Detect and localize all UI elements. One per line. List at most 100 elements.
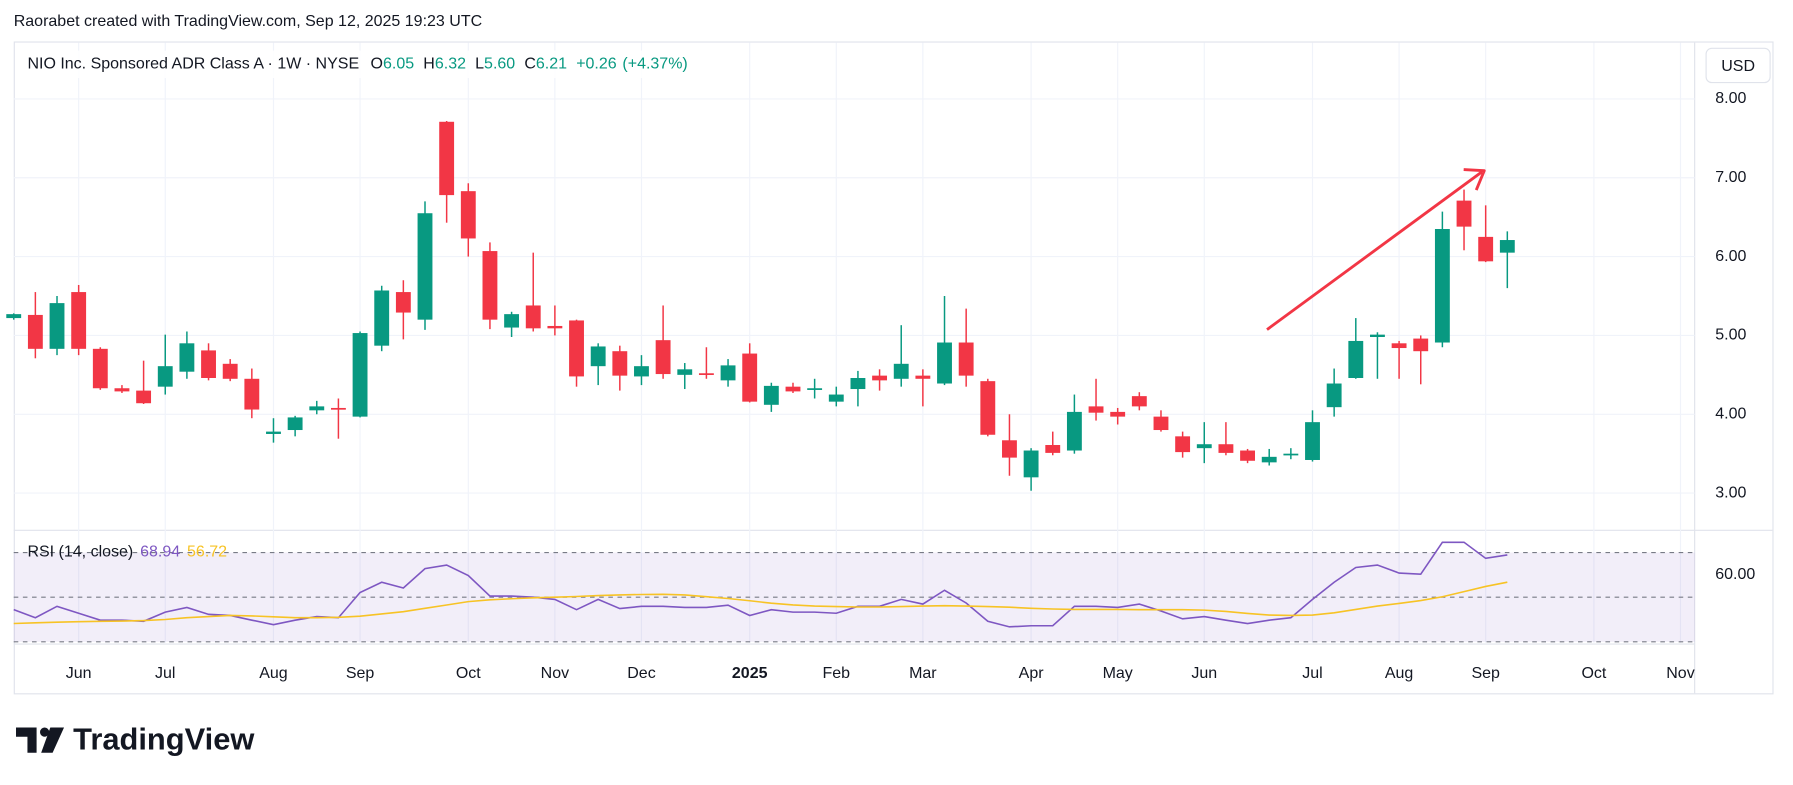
legend-bg (18, 50, 744, 79)
candle-body (1261, 456, 1277, 463)
candle-body (439, 121, 455, 196)
ohlc-value: 6.32 (435, 56, 466, 73)
candle-body (872, 375, 888, 381)
candle-body (958, 342, 974, 376)
candle-body (1370, 334, 1385, 338)
candle-body (352, 333, 368, 417)
candle-body (634, 366, 649, 377)
y-tick-label: 4.00 (1715, 405, 1746, 422)
candle-body (1196, 444, 1212, 449)
candle-body (915, 375, 931, 379)
candle-body (698, 373, 714, 375)
rsi-name: RSI (14, close) (27, 544, 133, 561)
candle-body (1283, 453, 1299, 456)
candle-body (374, 290, 390, 346)
candle-body (504, 314, 520, 328)
candle-body (1305, 422, 1320, 460)
arrow-head (1463, 168, 1486, 191)
candle-body (1456, 200, 1472, 227)
x-tick-label: Jun (66, 665, 92, 682)
candle-body (179, 343, 195, 372)
candle-body (1002, 440, 1017, 458)
candle-body (1413, 338, 1429, 352)
candle-body (27, 314, 43, 349)
y-tick-label: 8.00 (1715, 90, 1746, 107)
arrow-annotation (1266, 168, 1486, 331)
logo-dot (40, 727, 50, 737)
logo: TradingView (16, 721, 255, 756)
candle-body (720, 365, 736, 381)
candle-body (287, 417, 303, 431)
candle-body (677, 369, 693, 375)
x-tick-label: Oct (456, 665, 481, 682)
candle-body (49, 303, 65, 349)
arrow-line (1266, 170, 1483, 331)
candle-body (330, 407, 346, 410)
currency[interactable]: USD (1721, 58, 1755, 75)
ohlc-value: 6.05 (383, 56, 414, 73)
candle-body (893, 363, 909, 379)
candle-body (763, 385, 779, 405)
rsi-value: 68.94 (140, 544, 180, 561)
x-tick-label: Aug (1385, 665, 1413, 682)
y-tick-label: 5.00 (1715, 327, 1746, 344)
candle-body (569, 320, 584, 377)
candle-body (157, 366, 173, 387)
ohlc: O6.05 H6.32 L5.60 C6.21 +0.26 (+4.37%) (371, 56, 688, 73)
x-tick-label: Jul (1302, 665, 1322, 682)
candle-body (309, 406, 325, 411)
candle-body (807, 388, 823, 390)
y-tick-label: 60.00 (1715, 566, 1755, 583)
x-tick-label: Feb (822, 665, 850, 682)
candle-body (136, 390, 152, 404)
ohlc-key: L (475, 56, 484, 73)
x-tick-label: 2025 (732, 665, 768, 682)
x-tick-label: Apr (1019, 665, 1045, 682)
x-tick-label: Dec (627, 665, 655, 682)
rsi-legend: RSI (14, close) 68.94 56.72 (27, 544, 227, 561)
y-tick-label: 6.00 (1715, 248, 1746, 265)
x-tick-label: Nov (541, 665, 569, 682)
candle-body (1499, 240, 1515, 253)
candle-body (114, 388, 130, 392)
candle-body (1023, 450, 1039, 478)
candle-body (1066, 411, 1082, 451)
candle-body (525, 305, 541, 329)
currency-button[interactable] (1705, 47, 1771, 84)
x-tick-label: May (1103, 665, 1133, 682)
candle-body (92, 348, 108, 389)
candle-body (266, 431, 281, 434)
x-tick-label: Mar (909, 665, 937, 682)
x-tick-label: Sep (346, 665, 375, 682)
candle-body (655, 340, 671, 375)
candle-body (222, 363, 238, 379)
ohlc-value: 5.60 (484, 56, 515, 73)
candle-body (1153, 416, 1169, 431)
candle-body (850, 377, 866, 390)
x-tick-label: Jul (155, 665, 175, 682)
x-tick-label: Sep (1471, 665, 1500, 682)
legend-text: NIO Inc. Sponsored ADR Class A · 1W · NY… (27, 56, 687, 73)
legend: NIO Inc. Sponsored ADR Class A · 1W · NY… (18, 50, 744, 79)
rsi-line (13, 581, 1508, 625)
marks (6, 120, 1695, 643)
candle-body (1175, 436, 1191, 453)
candle-body (785, 386, 801, 392)
candle-body (1088, 406, 1104, 413)
candle-body (1326, 383, 1342, 408)
candle-body (612, 351, 628, 376)
x-tick-label: Nov (1666, 665, 1694, 682)
chart-frame (13, 41, 1774, 695)
symbol-title: NIO Inc. Sponsored ADR Class A · 1W · NY… (27, 56, 359, 73)
logo-text: TradingView (73, 721, 255, 756)
x-tick-label: Jun (1191, 665, 1217, 682)
candle-body (1110, 411, 1126, 417)
candle-body (828, 394, 844, 402)
change: +0.26 (576, 56, 617, 73)
candle-body (1348, 340, 1364, 378)
candle-body (980, 381, 996, 435)
candle-body (1478, 236, 1494, 262)
y-tick-label: 7.00 (1715, 169, 1746, 186)
candle-body (1240, 450, 1255, 461)
